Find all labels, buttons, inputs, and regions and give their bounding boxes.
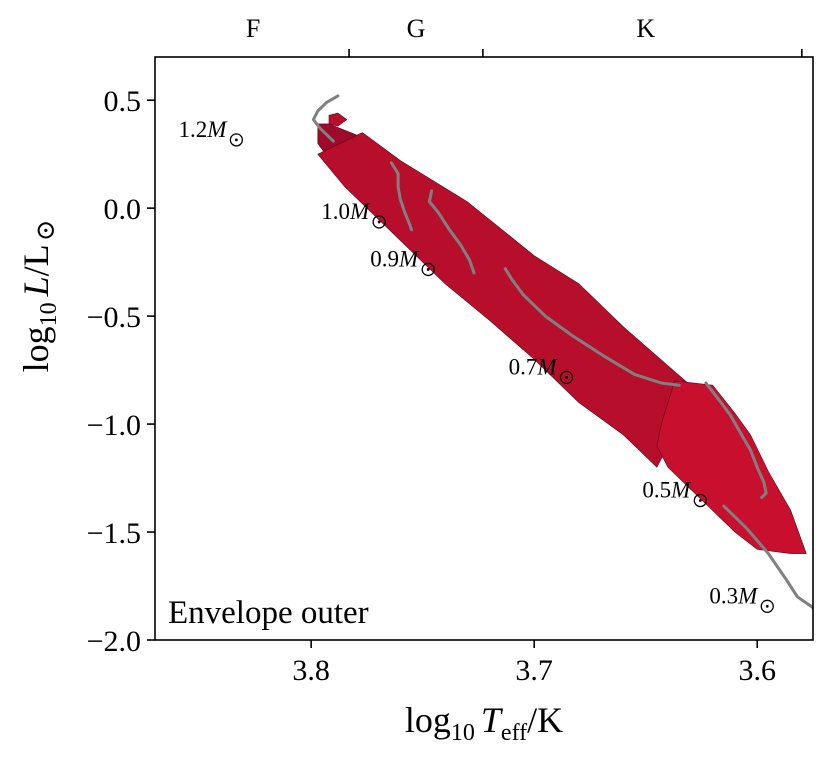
mass-label-0-7: 0.7M [509, 354, 559, 379]
track-0-7msun [503, 267, 681, 387]
track-1-2msun [311, 94, 340, 143]
x-axis-title: log10 Teff/K [405, 700, 563, 746]
sun-symbol-icon [229, 133, 244, 147]
spectral-class-K: K [636, 14, 655, 43]
y-tick-label: 0.5 [104, 85, 142, 118]
sun-symbol-dot [426, 268, 430, 271]
panel-label: Envelope outer [168, 595, 369, 631]
y-tick-label: −0.5 [87, 301, 141, 334]
y-tick-label: 0.0 [104, 193, 142, 226]
y-tick-label: −1.5 [87, 517, 141, 550]
x-tick-label: 3.8 [292, 654, 330, 687]
mass-label-0-3: 0.3M [709, 583, 759, 608]
plot-frame [154, 56, 814, 641]
sun-symbol-icon [559, 370, 574, 385]
region-lowest [656, 380, 807, 554]
x-tick-label: 3.6 [738, 654, 776, 687]
track-1-0msun [389, 161, 413, 232]
track-0-9msun [427, 189, 476, 275]
y-tick-label: −1.0 [87, 409, 141, 442]
sun-symbol-dot [234, 138, 238, 142]
x-axis: 3.8 3.7 3.6 [292, 640, 776, 687]
mass-label-0-9: 0.9M [370, 246, 420, 271]
sun-symbol-dot [377, 220, 381, 224]
envelope-regions [317, 112, 807, 554]
y-axis: 0.5 0.0 −0.5 −1.0 −1.5 −2.0 [87, 85, 155, 658]
region-top-patch [328, 112, 348, 127]
mass-label-1-2: 1.2M [178, 117, 228, 142]
spectral-class-G: G [407, 14, 426, 43]
mass-label-0-5: 0.5M [642, 477, 692, 502]
sun-symbol-icon [372, 215, 386, 229]
sun-symbol-dot [765, 604, 769, 608]
y-tick-label: −2.0 [87, 625, 141, 658]
mass-labels: 1.2M 1.0M 0.9M 0.7M 0.5M 0.3M [178, 117, 774, 613]
sun-symbol-icon [421, 262, 435, 277]
sun-symbol-icon [760, 599, 774, 613]
spectral-class-F: F [246, 14, 260, 43]
y-axis-title: log10L/L⊙ [16, 220, 62, 373]
sun-symbol-icon [693, 493, 707, 508]
track-0-3msun [722, 504, 813, 612]
sun-symbol-dot [565, 376, 568, 379]
region-lower [317, 132, 702, 468]
evolution-tracks [311, 94, 813, 612]
mass-label-1-0: 1.0M [321, 199, 371, 224]
sun-symbol-dot [698, 499, 702, 502]
track-0-5msun [704, 381, 768, 499]
x-tick-label: 3.7 [515, 654, 553, 687]
